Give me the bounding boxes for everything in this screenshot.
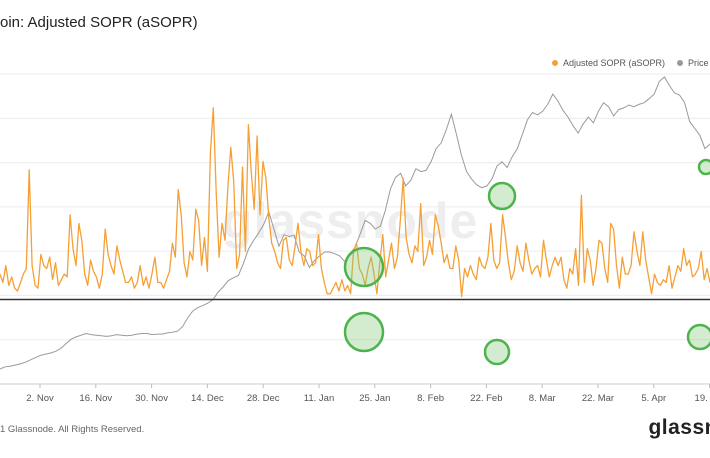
x-tick-label: 22. Mar: [582, 393, 614, 404]
legend: Adjusted SOPR (aSOPR) Price (: [551, 58, 710, 68]
glassnode-logo: glassn: [648, 416, 710, 439]
legend-item-price[interactable]: Price (: [676, 58, 710, 68]
x-tick-label: 2. Nov: [26, 393, 54, 404]
copyright-footer: 1 Glassnode. All Rights Reserved.: [0, 424, 145, 435]
highlight-circle: [686, 323, 710, 351]
legend-dot-asopr: [551, 60, 558, 66]
series-line-asopr: [0, 107, 710, 298]
highlight-circle: [343, 246, 385, 288]
x-tick-label: 11. Jan: [304, 393, 334, 404]
highlight-circle: [697, 158, 710, 176]
x-tick-label: 30. Nov: [135, 393, 168, 404]
legend-label-asopr: Adjusted SOPR (aSOPR): [562, 58, 665, 68]
legend-dot-price: [676, 60, 683, 66]
highlight-circle: [343, 311, 385, 353]
x-tick-label: 5. Apr: [641, 393, 666, 404]
chart-title: oin: Adjusted SOPR (aSOPR): [0, 14, 198, 31]
highlight-circle: [483, 338, 511, 366]
x-tick-label: 19. Apr: [695, 393, 710, 404]
x-tick-label: 25. Jan: [359, 393, 390, 404]
x-tick-label: 28. Dec: [247, 393, 280, 404]
highlight-circle: [487, 181, 517, 211]
x-tick-label: 22. Feb: [470, 393, 502, 404]
x-tick-label: 14. Dec: [191, 393, 224, 404]
x-tick-label: 8. Mar: [529, 393, 556, 404]
legend-label-price: Price (: [687, 58, 710, 68]
x-tick-label: 8. Feb: [417, 393, 444, 404]
legend-item-asopr[interactable]: Adjusted SOPR (aSOPR): [551, 58, 665, 68]
x-tick-label: 16. Nov: [79, 393, 112, 404]
